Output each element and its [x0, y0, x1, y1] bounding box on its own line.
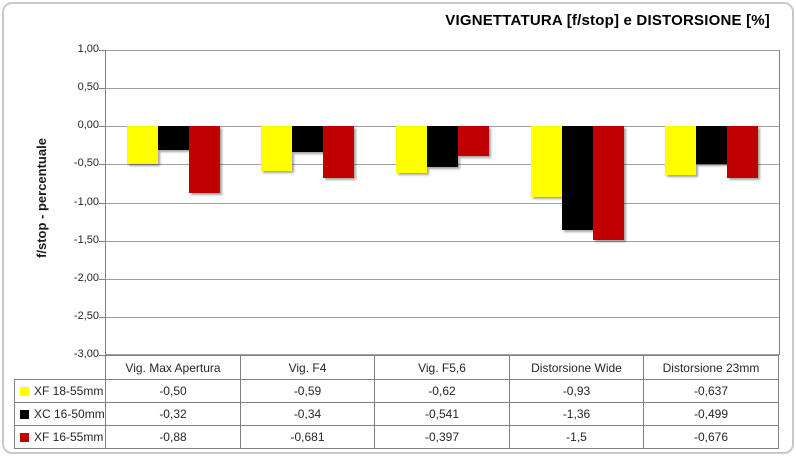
bar-xc-16-50mm-cat2 [427, 126, 458, 167]
legend-swatch-icon [20, 433, 29, 442]
value-cell: -0,62 [374, 379, 510, 403]
gridline [106, 317, 779, 318]
value-cell: -0,681 [240, 425, 375, 449]
y-tick-mark [99, 316, 105, 318]
y-tick-mark [99, 278, 105, 280]
y-tick-label: -1,50 [73, 233, 99, 246]
bar-xf-18-55mm-cat2 [396, 126, 427, 173]
y-tick-mark [99, 126, 105, 128]
gridline [106, 279, 779, 280]
bar-xf-16-55mm-cat3 [593, 126, 624, 240]
value-cell: -0,541 [374, 402, 510, 426]
gridline [106, 50, 779, 51]
value-cell: -0,397 [374, 425, 510, 449]
bar-xc-16-50mm-cat1 [292, 126, 323, 152]
bar-xc-16-50mm-cat0 [158, 126, 189, 150]
data-table-header: Vig. Max Apertura Vig. F4 Vig. F5,6 Distors… [15, 355, 779, 380]
value-cell: -1,5 [509, 425, 644, 449]
series-name: XC 16-50mm [34, 407, 105, 421]
category-header: Vig. Max Apertura [105, 355, 241, 380]
table-blank-cell [15, 356, 106, 380]
bar-xf-16-55mm-cat1 [323, 126, 354, 178]
bar-xf-16-55mm-cat4 [727, 126, 758, 178]
y-tick-label: 0,00 [77, 119, 99, 132]
y-tick-label: -2,00 [73, 271, 99, 284]
plot-area [105, 50, 780, 355]
data-table: Vig. Max Apertura Vig. F4 Vig. F5,6 Distors… [14, 355, 779, 449]
category-header: Vig. F4 [240, 355, 375, 380]
y-tick-label: -1,00 [73, 195, 99, 208]
table-row: XF 18-55mm -0,50 -0,59 -0,62 -0,93 -0,637 [14, 379, 779, 403]
legend-swatch-icon [20, 387, 29, 396]
value-cell: -0,50 [105, 379, 241, 403]
bar-xc-16-50mm-cat4 [696, 126, 727, 164]
value-cell: -0,499 [643, 402, 779, 426]
y-tick-label: -0,50 [73, 157, 99, 170]
chart-title: VIGNETTATURA [f/stop] e DISTORSIONE [%] [445, 12, 770, 29]
table-row: XC 16-50mm -0,32 -0,34 -0,541 -1,36 -0,499 [14, 402, 779, 426]
y-tick-mark [99, 240, 105, 242]
value-cell: -0,59 [240, 379, 375, 403]
y-tick-label: 1,00 [77, 43, 99, 55]
value-cell: -0,637 [643, 379, 779, 403]
gridline [106, 88, 779, 89]
value-cell: -1,36 [509, 402, 644, 426]
legend-cell: XF 18-55mm [14, 379, 106, 403]
value-cell: -0,34 [240, 402, 375, 426]
y-tick-label: -3,00 [73, 348, 99, 360]
bar-xf-18-55mm-cat0 [127, 126, 158, 164]
value-cell: -0,32 [105, 402, 241, 426]
category-header: Distorsione Wide [509, 355, 644, 380]
data-table-body: XF 18-55mm -0,50 -0,59 -0,62 -0,93 -0,637 XC 1… [14, 379, 779, 449]
bar-xc-16-50mm-cat3 [562, 126, 593, 230]
bar-xf-18-55mm-cat4 [665, 126, 696, 175]
bar-xf-16-55mm-cat0 [189, 126, 220, 193]
series-name: XF 16-55mm [34, 430, 104, 444]
value-cell: -0,676 [643, 425, 779, 449]
legend-cell: XF 16-55mm [14, 425, 106, 449]
table-header-row: Vig. Max Apertura Vig. F4 Vig. F5,6 Distors… [15, 355, 779, 380]
bar-xf-18-55mm-cat3 [531, 126, 562, 197]
bar-xf-16-55mm-cat2 [458, 126, 489, 156]
value-cell: -0,88 [105, 425, 241, 449]
gridline [106, 203, 779, 204]
gridline [106, 354, 779, 355]
y-tick-mark [99, 164, 105, 166]
y-axis-title: f/stop - percentuale [34, 138, 49, 258]
category-header: Distorsione 23mm [643, 355, 779, 380]
category-header: Vig. F5,6 [374, 355, 510, 380]
legend-swatch-icon [20, 410, 29, 419]
y-tick-mark [99, 88, 105, 90]
y-tick-label: -2,50 [73, 309, 99, 322]
gridline [106, 241, 779, 242]
y-tick-mark [99, 50, 105, 51]
y-tick-label: 0,50 [77, 81, 99, 94]
legend-cell: XC 16-50mm [14, 402, 106, 426]
table-row: XF 16-55mm -0,88 -0,681 -0,397 -1,5 -0,676 [14, 425, 779, 449]
value-cell: -0,93 [509, 379, 644, 403]
y-tick-mark [99, 202, 105, 204]
y-tick-mark [99, 355, 105, 356]
bar-xf-18-55mm-cat1 [261, 126, 292, 171]
series-name: XF 18-55mm [34, 384, 104, 398]
